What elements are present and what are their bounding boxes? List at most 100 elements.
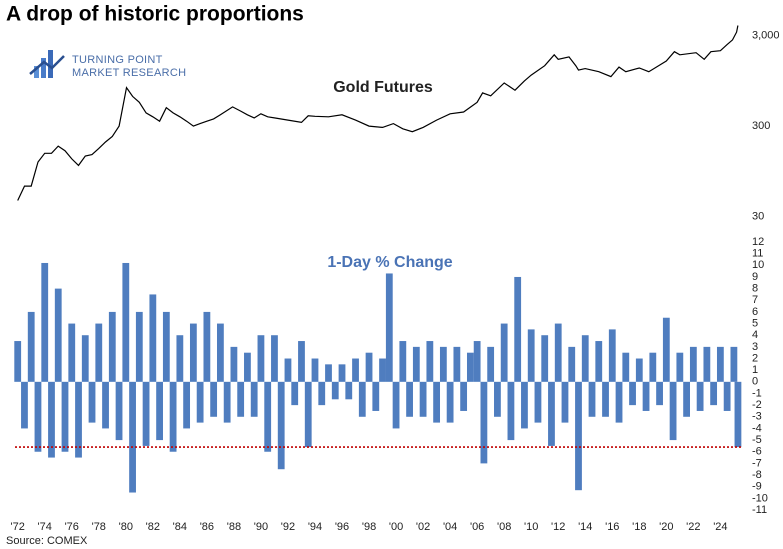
- bar: [412, 346, 420, 382]
- y-tick-label: -2: [752, 399, 762, 411]
- y-tick-label: 10: [752, 259, 764, 271]
- bar: [61, 381, 69, 452]
- logo-arrow: [29, 55, 65, 75]
- x-tick-label: '22: [686, 521, 700, 533]
- bar: [325, 364, 332, 382]
- logo-text: TURNING POINT: [72, 54, 163, 66]
- y-tick-label: -7: [752, 457, 762, 469]
- x-tick-label: '86: [200, 521, 214, 533]
- y-tick-label: 1: [752, 364, 758, 376]
- x-tick-label: '10: [524, 521, 538, 533]
- y-tick-label: -3: [752, 411, 762, 423]
- panel-title: 1-Day % Change: [327, 254, 452, 271]
- bar: [108, 311, 116, 382]
- bar: [338, 364, 346, 382]
- bar: [521, 381, 528, 429]
- bar: [129, 381, 136, 493]
- bar: [575, 381, 582, 491]
- bar: [507, 381, 515, 441]
- bar: [703, 346, 711, 382]
- bar: [561, 381, 569, 423]
- bar: [48, 381, 55, 458]
- bar: [358, 381, 366, 417]
- bar: [588, 381, 596, 417]
- y-tick-label: 6: [752, 306, 758, 318]
- bar: [439, 346, 447, 382]
- bar: [284, 358, 292, 382]
- logo-bar: [41, 58, 46, 78]
- x-tick-label: '24: [713, 521, 727, 533]
- bar: [81, 335, 89, 382]
- x-tick-label: '18: [632, 521, 646, 533]
- y-tick-label: 300: [752, 120, 770, 132]
- bar: [264, 381, 272, 452]
- y-tick-label: 0: [752, 376, 758, 388]
- bar: [629, 381, 636, 406]
- bar: [392, 381, 400, 429]
- panel-title: Gold Futures: [333, 79, 433, 96]
- x-tick-label: '96: [335, 521, 349, 533]
- bar: [460, 381, 468, 411]
- bar: [669, 381, 677, 441]
- x-tick-label: '08: [497, 521, 511, 533]
- bar: [656, 381, 663, 406]
- bar: [149, 294, 157, 382]
- bar: [223, 381, 231, 423]
- bar: [176, 335, 184, 382]
- x-tick-label: '88: [227, 521, 241, 533]
- bar: [196, 381, 204, 423]
- bar: [189, 323, 197, 382]
- bar: [683, 381, 690, 417]
- x-tick-label: '72: [11, 521, 25, 533]
- bar: [156, 381, 163, 441]
- x-tick-label: '82: [146, 521, 160, 533]
- source: Source: COMEX: [6, 535, 88, 547]
- bar: [615, 381, 623, 423]
- x-tick-label: '78: [92, 521, 106, 533]
- bar: [183, 381, 191, 429]
- y-tick-label: 30: [752, 210, 764, 222]
- bar: [622, 352, 630, 382]
- bar: [27, 311, 35, 382]
- bar: [311, 358, 319, 382]
- x-tick-label: '12: [551, 521, 565, 533]
- bar: [298, 341, 305, 382]
- y-tick-label: -4: [752, 422, 762, 434]
- bar: [68, 323, 76, 382]
- bar: [662, 317, 670, 382]
- x-tick-label: '98: [362, 521, 376, 533]
- logo-bar: [48, 50, 53, 78]
- logo: TURNING POINT MARKET RESEARCH: [29, 50, 186, 79]
- bar: [169, 381, 177, 452]
- bar: [345, 381, 353, 400]
- bar: [581, 335, 589, 382]
- bar: [734, 381, 742, 448]
- bar: [142, 381, 150, 446]
- bar: [568, 346, 576, 382]
- bar: [237, 381, 245, 417]
- bar: [244, 352, 251, 382]
- bar: [716, 346, 724, 382]
- bar: [514, 276, 522, 382]
- bar: [318, 381, 326, 406]
- x-tick-label: '20: [659, 521, 673, 533]
- bar: [122, 262, 130, 382]
- bar: [135, 311, 143, 382]
- bar: [608, 329, 616, 382]
- bar: [466, 352, 474, 382]
- bar: [399, 341, 407, 382]
- y-tick-label: -5: [752, 434, 762, 446]
- x-tick-label: '80: [119, 521, 133, 533]
- y-tick-label: 11: [752, 248, 763, 260]
- logo-bar: [34, 66, 39, 78]
- bar: [75, 381, 82, 458]
- y-tick-label: 5: [752, 317, 758, 329]
- bar: [723, 381, 731, 411]
- bar: [541, 335, 549, 382]
- y-tick-label: -8: [752, 469, 762, 481]
- bar: [710, 381, 718, 406]
- y-tick-label: 9: [752, 271, 758, 283]
- bar: [500, 323, 508, 382]
- bar: [34, 381, 42, 452]
